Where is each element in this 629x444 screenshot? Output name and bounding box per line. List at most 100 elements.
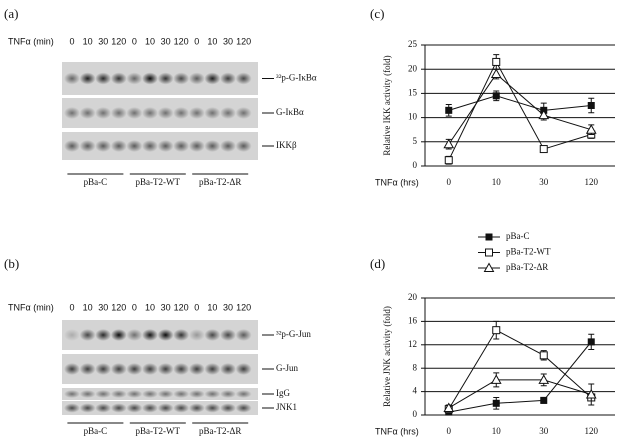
- time-label: 30: [98, 36, 108, 46]
- blot-band: [157, 107, 174, 119]
- legend-label: pBa-T2-WT: [506, 247, 551, 257]
- legend-marker: [485, 248, 493, 257]
- time-label: 120: [236, 302, 251, 312]
- blot-band: [235, 390, 252, 398]
- point: [585, 124, 597, 134]
- strip-label: JNK1: [276, 402, 297, 412]
- blot-band: [235, 107, 252, 119]
- time-label: 0: [69, 302, 74, 312]
- blot-band: [64, 363, 80, 375]
- blot-band: [110, 403, 127, 413]
- blot-band: [95, 390, 112, 398]
- group-label: pBa-T2-WT: [136, 426, 181, 436]
- legend-marker: [483, 262, 495, 272]
- y-tick-label: 16: [408, 315, 418, 325]
- point: [490, 68, 502, 79]
- y-axis-label: Relative IKK activity (fold): [382, 55, 392, 155]
- time-label: 120: [236, 36, 251, 46]
- group-label: pBa-C: [84, 426, 108, 436]
- blot-band: [204, 403, 221, 413]
- point: [587, 102, 595, 109]
- y-axis-label: Relative JNK activity (fold): [382, 306, 392, 407]
- time-label: 120: [111, 36, 126, 46]
- y-tick-label: 10: [408, 112, 418, 122]
- blot-band: [188, 390, 205, 398]
- blot-band: [188, 403, 205, 413]
- series-line: [448, 341, 592, 413]
- point: [445, 106, 453, 114]
- blot-band: [173, 140, 190, 152]
- blot-band: [220, 329, 236, 341]
- blot-band: [235, 72, 252, 85]
- y-tick-label: 8: [413, 362, 418, 372]
- axis-label: TNFα (min): [8, 36, 54, 46]
- blot-band: [126, 107, 143, 119]
- x-tick-label: 30: [539, 426, 549, 436]
- blot-band: [142, 403, 158, 413]
- point: [585, 389, 597, 399]
- blot-band: [235, 329, 252, 341]
- blot-band: [64, 403, 80, 413]
- blot-band: [235, 403, 252, 413]
- blot-band: [142, 107, 158, 119]
- point: [540, 396, 548, 404]
- blot-band: [64, 72, 80, 85]
- blot-band: [110, 72, 127, 85]
- x-tick-label: 120: [585, 177, 599, 187]
- series-line: [448, 379, 592, 409]
- blot-band: [188, 363, 205, 375]
- blot-band: [142, 329, 158, 341]
- blot-band: [64, 390, 80, 398]
- strip-label: IKKβ: [276, 140, 297, 150]
- blot-band: [95, 329, 112, 341]
- time-label: 30: [98, 302, 108, 312]
- series-line: [448, 95, 592, 111]
- group-label: pBa-C: [84, 177, 108, 187]
- blot-band: [157, 72, 174, 85]
- point: [443, 138, 455, 149]
- time-label: 30: [223, 36, 233, 46]
- blot-band: [188, 140, 205, 152]
- blot-band: [110, 140, 127, 152]
- group-label: pBa-T2-ΔR: [199, 426, 241, 436]
- blot-band: [79, 107, 96, 119]
- time-label: 30: [161, 302, 171, 312]
- blot-band: [64, 107, 80, 119]
- time-label: 0: [132, 36, 137, 46]
- series-line: [448, 60, 592, 161]
- strip-label: ³²p-G-Jun: [276, 329, 311, 339]
- x-tick-label: 30: [539, 177, 549, 187]
- blot-band: [173, 329, 190, 341]
- time-label: 0: [194, 36, 199, 46]
- panel-label: (b): [4, 256, 19, 271]
- blot-band: [126, 140, 143, 152]
- point: [492, 326, 501, 335]
- blot-band: [188, 72, 205, 85]
- legend-label: pBa-T2-ΔR: [506, 262, 548, 272]
- y-tick-label: 20: [408, 63, 418, 73]
- blot-band: [220, 140, 236, 152]
- blot-band: [79, 363, 96, 375]
- time-label: 0: [69, 36, 74, 46]
- panel-label: (a): [4, 6, 18, 21]
- blot-band: [173, 107, 190, 119]
- blot-band: [126, 329, 143, 341]
- y-tick-label: 4: [413, 386, 418, 396]
- point: [539, 351, 548, 360]
- x-tick-label: 0: [447, 426, 452, 436]
- legend-marker: [485, 233, 493, 241]
- strip-label: G-Jun: [276, 363, 298, 373]
- point: [443, 402, 455, 412]
- blot-band: [204, 140, 221, 152]
- blot-band: [64, 140, 80, 152]
- time-label: 30: [223, 302, 233, 312]
- x-tick-label: 0: [447, 177, 452, 187]
- time-label: 120: [111, 302, 126, 312]
- x-axis-label: TNFα (hrs): [375, 177, 419, 187]
- blot-band: [79, 390, 96, 398]
- time-label: 10: [145, 36, 155, 46]
- point: [538, 374, 550, 384]
- blot-band: [126, 403, 143, 413]
- y-tick-label: 0: [413, 160, 418, 170]
